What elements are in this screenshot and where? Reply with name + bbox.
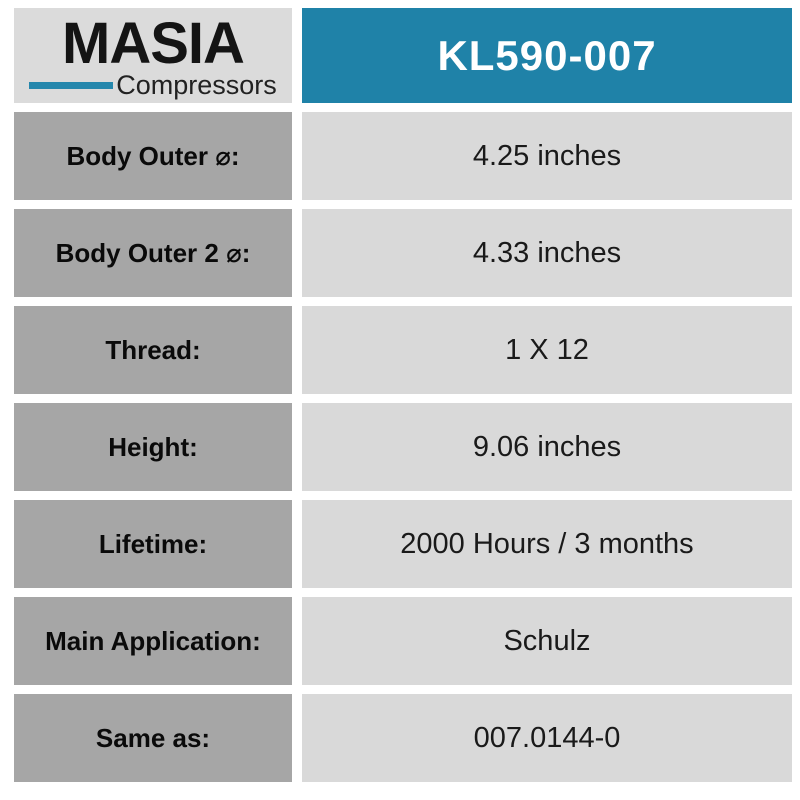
spec-value-text: 9.06 inches [472,430,622,463]
brand-underline-bar [29,81,114,89]
part-number: KL590-007 [437,31,657,79]
spec-label-main-application: Main Application: [14,597,292,685]
spec-value-text: 4.33 inches [472,236,622,269]
spec-value-same-as: 007.0144-0 [302,694,792,782]
spec-label-lifetime: Lifetime: [14,500,292,588]
spec-value-height: 9.06 inches [302,403,792,491]
spec-label-text: Same as: [95,722,211,753]
brand-tagline-row: Compressors [29,69,277,100]
spec-label-body-outer-diameter: Body Outer ⌀: [14,112,292,200]
brand-logo-inner: MASIA Compressors [29,11,277,100]
spec-value-text: 2000 Hours / 3 months [400,527,694,560]
spec-label-same-as: Same as: [14,694,292,782]
spec-value-main-application: Schulz [302,597,792,685]
spec-label-text: Thread: [105,334,201,365]
spec-label-thread: Thread: [14,306,292,394]
spec-value-text: Schulz [503,624,591,657]
spec-value-text: 4.25 inches [472,139,622,172]
spec-value-thread: 1 X 12 [302,306,792,394]
brand-name: MASIA [62,11,245,77]
spec-label-text: Height: [108,431,198,462]
spec-value-body-outer-2-diameter: 4.33 inches [302,209,792,297]
part-number-header: KL590-007 [302,8,792,103]
spec-label-body-outer-2-diameter: Body Outer 2 ⌀: [14,209,292,297]
spec-label-height: Height: [14,403,292,491]
spec-label-text: Body Outer 2 ⌀: [55,237,251,268]
brand-logo: MASIA Compressors [14,8,292,103]
spec-value-lifetime: 2000 Hours / 3 months [302,500,792,588]
spec-value-text: 1 X 12 [505,333,589,366]
spec-label-text: Lifetime: [98,528,208,559]
spec-label-text: Body Outer ⌀: [66,140,240,171]
brand-tagline: Compressors [116,69,277,100]
spec-value-body-outer-diameter: 4.25 inches [302,112,792,200]
spec-label-text: Main Application: [45,625,261,656]
spec-table: MASIA Compressors KL590-007 Body Outer ⌀… [14,8,792,782]
spec-value-text: 007.0144-0 [473,721,621,754]
